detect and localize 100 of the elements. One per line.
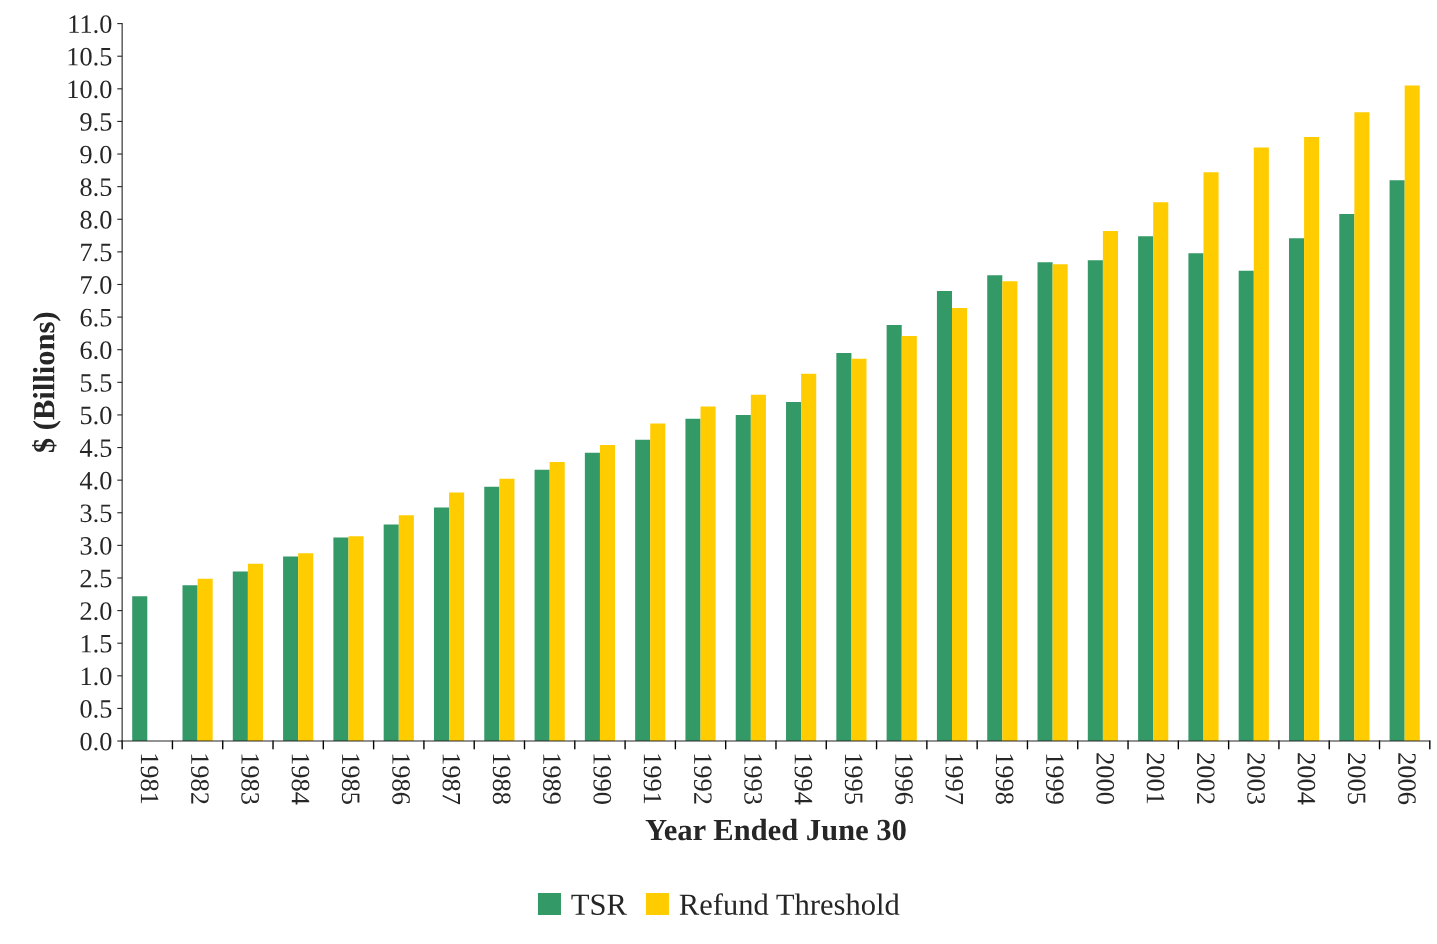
bar	[635, 439, 651, 742]
x-tick-label: 2004	[1297, 753, 1316, 805]
bar	[283, 556, 299, 742]
bar	[987, 275, 1003, 742]
x-tick-label: 1989	[543, 754, 561, 804]
x-tick-label: 1995	[844, 754, 863, 804]
bar	[952, 307, 968, 742]
bar	[1203, 172, 1219, 742]
x-tick-label: 1998	[995, 754, 1014, 804]
x-tick-label: 1993	[744, 754, 762, 804]
x-tick-label: 1997	[945, 754, 964, 805]
bar	[901, 336, 917, 742]
bar	[499, 478, 515, 742]
x-tick-label: 1985	[341, 754, 360, 804]
x-tick-label: 1981	[140, 754, 159, 804]
bar	[348, 536, 364, 742]
x-tick-label: 1992	[693, 754, 712, 804]
bar	[1354, 112, 1370, 742]
x-tick-label: 1988	[492, 754, 511, 804]
bar	[750, 394, 766, 742]
y-tick-label: 1.5	[81, 634, 112, 653]
bar	[298, 553, 314, 742]
legend-label: Refund Threshold	[679, 893, 900, 916]
bar	[132, 596, 148, 742]
bar	[685, 418, 701, 742]
bar	[549, 461, 565, 742]
y-axis-title: $ (Billions)	[32, 312, 61, 453]
y-tick-label: 0.0	[80, 732, 112, 751]
y-tick-label: 6.0	[80, 341, 112, 360]
bar	[182, 585, 198, 742]
bar	[1389, 180, 1405, 742]
bar	[735, 414, 751, 742]
x-tick-label: 2001	[1146, 753, 1165, 804]
bar	[1188, 253, 1204, 742]
y-tick-label: 10.5	[68, 47, 112, 66]
bar	[534, 469, 550, 742]
y-tick-label: 2.5	[80, 569, 112, 588]
bar	[584, 452, 600, 742]
bar	[247, 563, 263, 742]
bar	[801, 373, 817, 742]
bar	[851, 358, 867, 742]
bar	[1052, 264, 1068, 742]
bar	[1138, 236, 1154, 742]
bar	[1087, 260, 1103, 742]
legend-label: TSR	[571, 894, 627, 916]
y-tick-label: 5.0	[80, 406, 112, 425]
bar	[1253, 147, 1269, 742]
x-tick-label: 1986	[392, 754, 410, 805]
bar	[449, 492, 465, 742]
bar	[197, 578, 213, 742]
x-tick-label: 2002	[1196, 753, 1215, 804]
bar	[333, 537, 349, 742]
y-tick-label: 6.5	[80, 308, 112, 327]
y-tick-label: 10.0	[68, 80, 112, 99]
bar	[936, 291, 953, 742]
bar	[1304, 137, 1320, 742]
y-tick-label: 2.0	[80, 602, 112, 621]
x-tick-label: 1982	[190, 754, 209, 804]
x-tick-label: 1987	[442, 754, 461, 805]
x-tick-label: 1990	[593, 754, 612, 804]
x-tick-label: 1994	[794, 754, 813, 805]
x-tick-label: 1991	[643, 754, 662, 804]
bar	[599, 444, 616, 742]
y-tick-label: 5.5	[80, 374, 112, 392]
bar	[1102, 231, 1118, 742]
bar	[1339, 214, 1355, 742]
y-tick-label: 4.5	[79, 439, 112, 458]
y-tick-label: 8.0	[80, 210, 112, 229]
bar	[1153, 202, 1169, 742]
bar	[650, 423, 666, 742]
y-tick-label: 0.5	[80, 700, 112, 718]
x-tick-label: 1999	[1046, 754, 1064, 804]
x-tick-label: 1996	[895, 754, 913, 805]
bar	[1238, 270, 1254, 742]
y-tick-label: 11.0	[69, 15, 112, 34]
bar	[1002, 281, 1018, 742]
bar	[232, 571, 248, 742]
y-tick-label: 4.0	[79, 471, 112, 490]
x-tick-label: 1984	[291, 754, 310, 805]
bar	[886, 324, 902, 742]
bar	[383, 524, 399, 742]
y-tick-label: 7.5	[81, 243, 112, 262]
x-tick-label: 2003	[1247, 753, 1265, 804]
bar	[700, 406, 716, 742]
bar	[1037, 262, 1053, 742]
bar	[1288, 238, 1305, 742]
x-axis-title: Year Ended June 30	[645, 818, 906, 841]
x-tick-label: 2005	[1347, 753, 1366, 804]
bar	[433, 507, 450, 742]
x-tick-label: 2000	[1096, 753, 1115, 804]
y-tick-label: 9.5	[80, 113, 112, 131]
bar	[1404, 85, 1420, 742]
x-tick-label: 1983	[241, 754, 260, 804]
y-tick-label: 1.0	[81, 667, 112, 686]
y-tick-label: 9.0	[80, 145, 112, 164]
y-tick-label: 3.0	[80, 536, 112, 555]
bar	[398, 515, 414, 742]
bar	[836, 352, 852, 742]
x-tick-label: 2006	[1398, 753, 1416, 805]
y-tick-label: 8.5	[80, 178, 112, 197]
